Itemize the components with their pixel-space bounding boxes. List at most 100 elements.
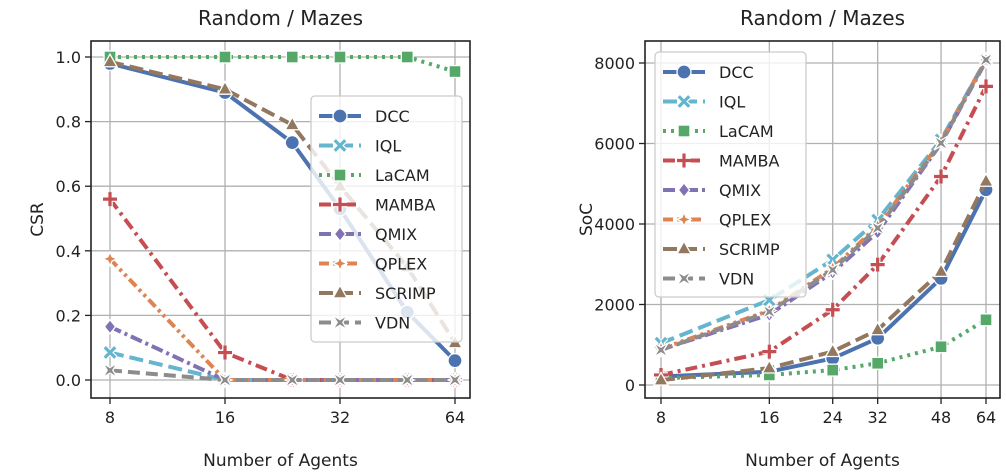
x-tick-label: 16 bbox=[759, 408, 779, 427]
data-point-qmix bbox=[103, 318, 117, 335]
x-tick-label: 16 bbox=[215, 408, 235, 427]
marker-circle bbox=[332, 108, 348, 124]
data-point-scrimp bbox=[869, 320, 886, 336]
legend-item-qmix: QMIX bbox=[319, 225, 417, 244]
data-point-scrimp bbox=[761, 359, 778, 374]
data-point-mamba bbox=[218, 345, 232, 360]
legend-item-mamba: MAMBA bbox=[319, 196, 436, 215]
data-point-dcc bbox=[447, 352, 463, 369]
data-point-vdn bbox=[284, 372, 300, 388]
data-point-vdn bbox=[102, 362, 118, 378]
legend-label: QMIX bbox=[375, 225, 417, 244]
chart-soc: 8 16 24 32 48 64 0 2000 4000 6000 8000 DCC IQL LaCAM M… bbox=[577, 6, 1001, 471]
axes-frame bbox=[90, 40, 471, 399]
legend-label: VDN bbox=[719, 270, 754, 289]
data-point-vdn bbox=[761, 304, 777, 320]
series-vdn bbox=[653, 52, 994, 358]
series-line bbox=[660, 188, 988, 379]
legend-item-dcc: DCC bbox=[663, 63, 754, 82]
x-tick-label: 32 bbox=[867, 408, 887, 427]
data-point-scrimp bbox=[216, 80, 234, 95]
x-tick-label: 8 bbox=[105, 408, 115, 427]
data-point-mamba bbox=[825, 302, 840, 317]
marker-star bbox=[675, 210, 693, 229]
series-line bbox=[109, 368, 455, 382]
chart-title: Random / Mazes bbox=[198, 6, 363, 30]
marker-circle bbox=[676, 64, 692, 80]
legend-label: IQL bbox=[375, 137, 401, 156]
y-axis-label: CSR bbox=[28, 202, 48, 237]
legend-box bbox=[310, 95, 463, 343]
marker-plus bbox=[333, 197, 347, 212]
data-point-lacam bbox=[333, 50, 347, 64]
data-point-vdn bbox=[653, 342, 669, 358]
legend-label: QPLEX bbox=[719, 211, 771, 230]
x-tick-label: 24 bbox=[823, 408, 843, 427]
data-point-lacam bbox=[934, 340, 948, 354]
y-tick-label: 6000 bbox=[594, 135, 635, 154]
legend-label: IQL bbox=[719, 93, 745, 112]
x-tick-label: 64 bbox=[976, 408, 996, 427]
legend-label: SCRIMP bbox=[719, 240, 780, 259]
data-point-lacam bbox=[218, 50, 232, 64]
data-point-mamba bbox=[762, 344, 777, 359]
data-point-vdn bbox=[933, 135, 949, 151]
y-tick-label: 0.8 bbox=[56, 113, 81, 132]
data-point-scrimp bbox=[824, 342, 841, 358]
y-axis-label: SoC bbox=[577, 203, 597, 236]
y-tick-label: 0 bbox=[625, 376, 635, 395]
y-tick-label: 0.4 bbox=[56, 242, 81, 261]
x-tick-label: 8 bbox=[656, 408, 666, 427]
y-tick-label: 4000 bbox=[594, 215, 635, 234]
legend-item-vdn: VDN bbox=[663, 270, 754, 289]
legend-label: QMIX bbox=[719, 181, 761, 200]
x-axis-label: Number of Agents bbox=[745, 451, 900, 471]
legend-item-scrimp: SCRIMP bbox=[319, 283, 436, 303]
x-tick-label: 64 bbox=[445, 408, 465, 427]
marker-triangle bbox=[675, 239, 693, 255]
y-tick-label: 0.2 bbox=[56, 306, 81, 325]
data-point-scrimp bbox=[932, 262, 950, 278]
y-tick-label: 8000 bbox=[594, 54, 635, 73]
legend-label: LaCAM bbox=[375, 166, 430, 185]
marker-square bbox=[333, 168, 347, 182]
y-tick-label: 0.0 bbox=[56, 371, 81, 390]
series-vdn bbox=[102, 362, 463, 388]
chart-csr: 8 16 32 64 0.0 0.2 0.4 0.6 0.8 1.0 DCC IQL LaCAM MAMB… bbox=[28, 6, 471, 471]
series-line bbox=[110, 55, 456, 74]
x-tick-label: 48 bbox=[931, 408, 951, 427]
data-point-lacam bbox=[400, 50, 414, 64]
marker-triangle bbox=[331, 283, 349, 299]
marker-x bbox=[333, 139, 347, 152]
marker-star bbox=[331, 254, 349, 273]
data-point-scrimp bbox=[101, 52, 119, 68]
marker-x bbox=[677, 95, 691, 108]
legend-label: MAMBA bbox=[719, 152, 780, 171]
legend-label: VDN bbox=[375, 314, 410, 333]
data-point-scrimp bbox=[977, 172, 995, 187]
legend-item-mamba: MAMBA bbox=[663, 152, 780, 171]
data-point-lacam bbox=[448, 64, 462, 79]
data-point-vdn bbox=[217, 372, 233, 388]
series-line bbox=[660, 180, 988, 383]
data-point-iql bbox=[103, 346, 117, 359]
series-scrimp bbox=[652, 172, 995, 386]
data-point-dcc bbox=[284, 134, 300, 151]
marker-plus bbox=[677, 153, 691, 168]
series-line bbox=[660, 58, 988, 351]
legend-item-qplex: QPLEX bbox=[663, 211, 771, 230]
data-point-lacam bbox=[871, 356, 885, 370]
series-line bbox=[108, 197, 455, 382]
series-line bbox=[660, 318, 988, 381]
data-point-vdn bbox=[447, 372, 463, 388]
legend-label: QPLEX bbox=[375, 255, 427, 274]
data-point-vdn bbox=[332, 372, 348, 388]
legend-item-qplex: QPLEX bbox=[319, 255, 427, 274]
marker-bowtie bbox=[332, 314, 348, 331]
series-line bbox=[660, 58, 988, 352]
marker-diamond bbox=[677, 181, 691, 199]
legend-item-dcc: DCC bbox=[319, 107, 410, 126]
data-point-vdn bbox=[870, 220, 886, 236]
data-point-scrimp bbox=[284, 115, 301, 131]
